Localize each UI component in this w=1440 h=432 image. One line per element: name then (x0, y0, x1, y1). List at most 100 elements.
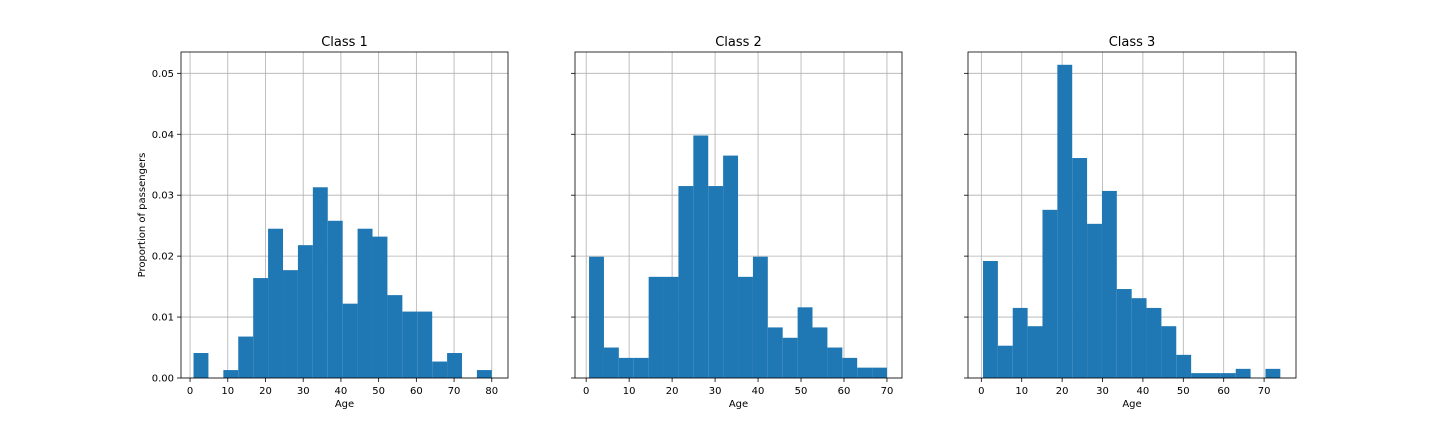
y-tick-label: 0.01 (152, 313, 174, 324)
histogram-bar (297, 245, 313, 378)
histogram-bar (857, 367, 873, 378)
histogram-bar (372, 236, 388, 378)
histogram-bar (603, 347, 619, 378)
histogram-bar (1057, 64, 1073, 378)
x-tick-label: 70 (1258, 386, 1271, 397)
x-tick-label: 80 (485, 386, 498, 397)
histogram-bar (432, 361, 448, 378)
histogram-bar (1072, 158, 1088, 378)
x-tick-label: 0 (187, 386, 193, 397)
grid (181, 52, 508, 379)
histogram-bar (782, 337, 798, 378)
x-tick-label: 60 (410, 386, 423, 397)
axes-frame (967, 51, 1297, 379)
histogram-bar (268, 228, 284, 378)
x-tick-label: 0 (583, 386, 589, 397)
x-tick-label: 30 (1096, 386, 1109, 397)
x-tick-label: 20 (666, 386, 679, 397)
x-tick-label: 0 (978, 386, 984, 397)
subplot-class-2: 0 10 20 30 40 50 60 70 Class 2 Age (571, 35, 903, 410)
x-axis-label: Age (335, 399, 354, 410)
histogram-bar (402, 311, 418, 378)
y-tick-label: 0.00 (152, 374, 174, 385)
histogram-bar (797, 307, 813, 378)
histogram-bar (663, 276, 679, 378)
x-tick-label: 50 (1177, 386, 1190, 397)
histogram-bar (417, 311, 433, 378)
axes-frame (180, 51, 509, 379)
x-tick-label: 60 (1217, 386, 1230, 397)
subplot-title: Class 3 (1109, 35, 1156, 50)
x-tick-label: 40 (1137, 386, 1150, 397)
histogram-bar (678, 186, 694, 378)
histogram-bar (618, 357, 634, 378)
subplot-class-1: 0 10 20 30 40 50 60 70 80 0.00 0.01 0.02 0.03 0.04 0.0… (152, 35, 509, 410)
histogram-bar (1220, 373, 1236, 378)
histogram-bar (1012, 307, 1028, 378)
histogram-bar (193, 353, 209, 378)
y-tick-label: 0.04 (152, 130, 174, 141)
histogram-bar (387, 295, 403, 378)
histogram-bar (633, 357, 649, 378)
histogram-bar (1265, 368, 1281, 378)
histogram-bar (1161, 326, 1177, 378)
histogram-bar (767, 327, 783, 378)
x-tick-label: 70 (881, 386, 894, 397)
subplot-title: Class 2 (715, 35, 762, 50)
histogram-bar (1131, 298, 1147, 378)
histogram-bar (1146, 307, 1162, 378)
histogram-bar (1101, 190, 1117, 378)
histogram-bar (1206, 373, 1221, 378)
histogram-bar (589, 256, 604, 378)
histogram-bar (476, 370, 492, 378)
histogram-bar (997, 345, 1013, 378)
histogram-bar (342, 303, 358, 378)
x-tick-label: 50 (372, 386, 385, 397)
x-tick-label: 10 (623, 386, 636, 397)
y-tick-label: 0.03 (152, 191, 174, 202)
histogram-bar (708, 186, 724, 378)
histogram-bar (827, 347, 843, 378)
y-tick-label: 0.02 (152, 252, 174, 263)
histogram-bar (357, 228, 373, 378)
x-tick-label: 10 (1015, 386, 1028, 397)
histogram-bar (1087, 223, 1102, 378)
x-tick-label: 70 (448, 386, 461, 397)
histogram-bars (589, 135, 887, 378)
x-axis-label: Age (729, 399, 748, 410)
histogram-bar (1235, 368, 1251, 378)
histogram-bars (193, 187, 492, 378)
subplot-title: Class 1 (321, 35, 368, 50)
x-tick-label: 50 (795, 386, 808, 397)
x-tick-label: 30 (297, 386, 310, 397)
subplot-panels: 0 10 20 30 40 50 60 70 80 0.00 0.01 0.02 0.03 0.04 0.0… (152, 35, 1297, 410)
histogram-bar (812, 327, 828, 378)
x-tick-label: 20 (1056, 386, 1069, 397)
histogram-bar (752, 256, 768, 378)
histogram-bar (238, 336, 254, 378)
histogram-bar (1191, 373, 1207, 378)
x-tick-label: 10 (221, 386, 234, 397)
x-axis-label: Age (1122, 399, 1141, 410)
y-axis-label: Proportion of passengers (137, 153, 148, 278)
histogram-bar (738, 276, 753, 378)
x-tick-label: 40 (335, 386, 348, 397)
subplot-class-3: 0 10 20 30 40 50 60 70 Class 3 Age (964, 35, 1297, 410)
histogram-bar (842, 357, 858, 378)
histogram-bar (447, 353, 463, 378)
histogram-bar (253, 278, 269, 378)
histogram-bar (693, 135, 709, 378)
x-tick-label: 20 (259, 386, 272, 397)
histogram-bar (723, 155, 739, 378)
histogram-bar (872, 367, 887, 378)
histogram-bar (283, 270, 298, 378)
histogram-bar (327, 220, 343, 378)
histogram-bar (648, 276, 664, 378)
x-tick-label: 60 (838, 386, 851, 397)
histogram-bar (1176, 354, 1192, 378)
histogram-bar (312, 187, 328, 378)
histogram-bar (1116, 289, 1132, 378)
histogram-bar (1042, 209, 1058, 378)
histogram-bar (983, 261, 998, 378)
